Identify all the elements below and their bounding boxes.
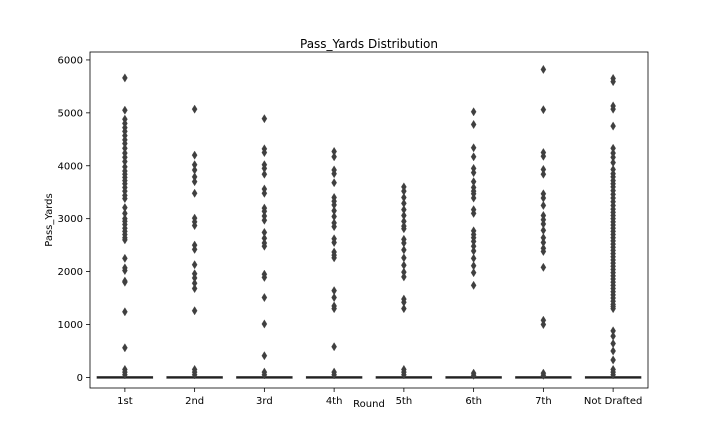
y-axis-label: Pass_Yards [44, 193, 55, 246]
y-tick-label: 6000 [58, 55, 83, 66]
y-axis: 0 1000 2000 3000 4000 5000 6000 [58, 55, 90, 383]
x-tick-label: 4th [326, 396, 343, 407]
x-tick-label: 5th [396, 396, 413, 407]
y-tick-label: 4000 [58, 161, 83, 172]
y-tick-label: 2000 [58, 267, 83, 278]
x-tick-label: 1st [117, 396, 133, 407]
y-tick-label: 5000 [58, 108, 83, 119]
plot-area [90, 52, 648, 388]
y-tick-label: 1000 [58, 320, 83, 331]
x-axis-label: Round [353, 399, 385, 410]
x-tick-label: 6th [465, 396, 482, 407]
x-tick-label: Not Drafted [584, 396, 642, 407]
x-tick-label: 7th [535, 396, 552, 407]
y-tick-label: 0 [77, 373, 83, 384]
x-tick-label: 2nd [185, 396, 204, 407]
x-tick-label: 3rd [256, 396, 273, 407]
y-tick-label: 3000 [58, 214, 83, 225]
chart-title: Pass_Yards Distribution [300, 37, 438, 51]
